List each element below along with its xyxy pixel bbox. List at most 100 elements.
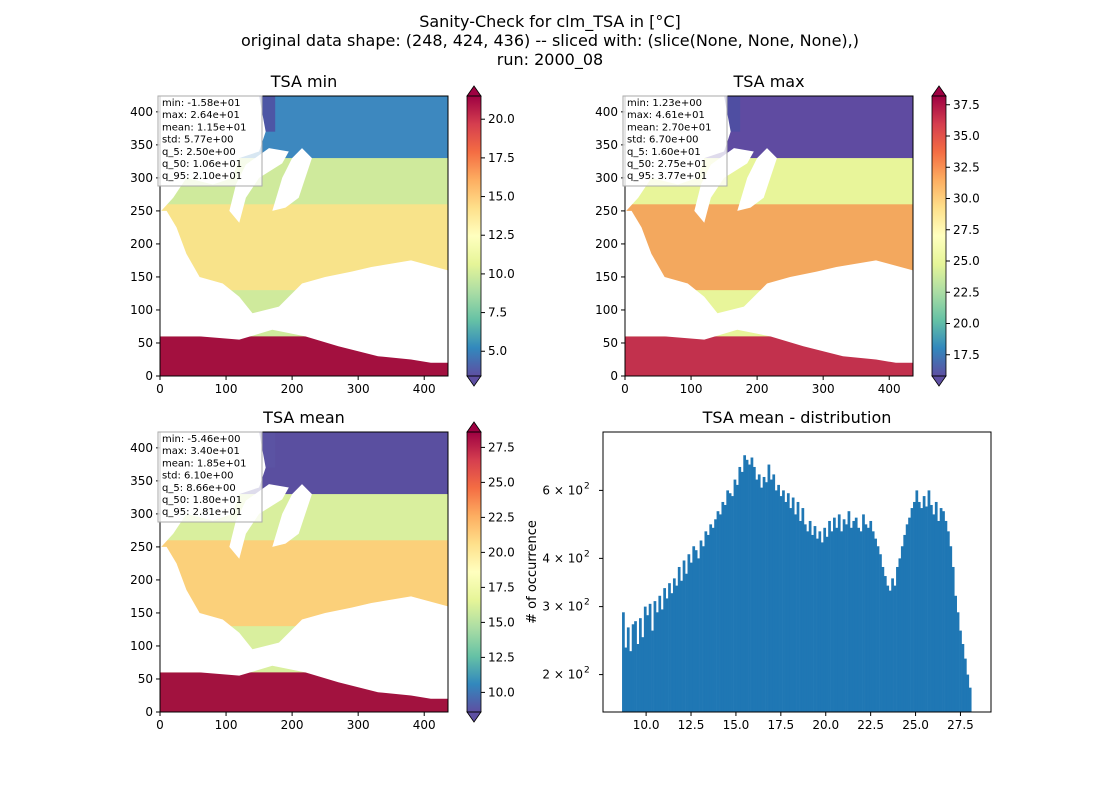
histogram-bar: [840, 531, 844, 712]
sea-mask: [625, 210, 913, 363]
y-tick-label: 50: [138, 336, 153, 350]
colorbar-tick-label: 12.5: [488, 650, 515, 664]
stats-line: min: -1.58e+01: [162, 98, 241, 109]
colorbar-tick-label: 10.0: [488, 685, 515, 699]
histogram-bar: [859, 531, 863, 712]
histogram-bar: [743, 455, 747, 712]
sea-mask: [694, 148, 754, 223]
y-tick-label: 50: [138, 672, 153, 686]
histogram-bar: [789, 508, 793, 712]
colorbar-frame: [466, 95, 482, 377]
y-tick-label: 150: [595, 270, 618, 284]
histogram-bar: [670, 593, 674, 712]
x-tick-label: 17.5: [767, 718, 794, 732]
histogram-bar: [966, 674, 970, 712]
histogram-bar: [665, 598, 669, 712]
histogram-frame: [602, 431, 992, 713]
colorbar-tick-label: 12.5: [488, 228, 515, 242]
histogram-bar: [796, 501, 800, 712]
histogram-bar: [733, 479, 737, 712]
colorbar-frame: [931, 95, 947, 377]
x-tick-label: 22.5: [857, 718, 884, 732]
y-tick-label: 350: [595, 138, 618, 152]
y-tick-label: 400: [130, 105, 153, 119]
colorbar-tick-label: 25.0: [488, 475, 515, 489]
histogram-bar: [869, 520, 873, 712]
y-tick-label: 0: [610, 369, 618, 383]
histogram-bar: [639, 618, 642, 712]
colorbar-gradient: [932, 96, 946, 376]
histogram-bar: [689, 562, 693, 712]
stats-line: min: -5.46e+00: [162, 434, 241, 445]
sea-mask: [160, 210, 448, 363]
stats-line: max: 3.40e+01: [162, 446, 240, 457]
histogram-bar: [881, 566, 885, 712]
histogram-bar: [866, 527, 870, 712]
colorbar-tick-label: 15.0: [488, 615, 515, 629]
histogram-bar: [786, 493, 790, 712]
plot-frame: [159, 95, 449, 377]
y-tick-label: 4 × 10: [542, 551, 583, 565]
histogram-bar: [774, 490, 778, 712]
colorbar-extend-top: [931, 85, 947, 97]
x-tick-label: 100: [215, 718, 238, 732]
colorbar-tick-label: 37.5: [953, 98, 980, 112]
colorbar-extend-top: [466, 85, 482, 97]
stats-line: q_5: 8.66e+00: [162, 483, 236, 494]
histogram-bar: [709, 524, 713, 712]
histogram-bar: [745, 459, 749, 712]
histogram-bar: [954, 595, 957, 712]
stats-line: std: 6.10e+00: [162, 471, 234, 482]
heatmap-panel-1: 0 100 200 300 400 0 50 100 150 200 250 300 350 400 min…: [130, 85, 515, 396]
histogram-bar: [959, 630, 962, 712]
stats-box-frame: [157, 95, 263, 187]
sea-mask: [272, 484, 312, 547]
colorbar-tick-label: 22.5: [953, 285, 980, 299]
x-tick-label: 100: [215, 382, 238, 396]
stats-line: mean: 1.15e+01: [162, 122, 246, 133]
x-tick-label: 12.5: [678, 718, 705, 732]
colorbar-tick-label: 17.5: [488, 580, 515, 594]
colorbar-tick-label: 20.0: [953, 317, 980, 331]
heatmap-field: [160, 96, 448, 376]
y-tick-label: 250: [130, 540, 153, 554]
histogram-bar: [772, 474, 776, 712]
histogram-bar: [626, 627, 630, 712]
y-tick-label: 3 × 10: [542, 600, 583, 614]
stats-line: mean: 1.85e+01: [162, 458, 246, 469]
histogram-bar: [937, 520, 941, 712]
stats-line: max: 2.64e+01: [162, 110, 240, 121]
stats-line: q_50: 1.06e+01: [162, 159, 242, 170]
x-tick-label: 400: [413, 718, 436, 732]
histogram-bar: [782, 490, 785, 712]
histogram-bar: [908, 517, 911, 712]
y-tick-label: 150: [130, 606, 153, 620]
histogram-bar: [808, 520, 812, 712]
x-tick-label: 0: [156, 382, 164, 396]
histogram-bar: [728, 493, 732, 712]
histogram-bar: [721, 501, 725, 712]
histogram-bar: [811, 534, 814, 712]
y-tick-label: 300: [130, 507, 153, 521]
x-tick-label: 10.0: [633, 718, 660, 732]
histogram-bar: [915, 490, 919, 712]
sea-mask: [229, 484, 289, 559]
histogram-ylabel: # of occurrence: [525, 520, 540, 624]
x-tick-label: 300: [347, 718, 370, 732]
histogram-bar: [944, 520, 948, 712]
x-tick-label: 25.0: [902, 718, 929, 732]
histogram-bar: [871, 531, 875, 712]
histogram-bar: [803, 524, 807, 712]
histogram-bar: [942, 511, 945, 712]
histogram-bar: [692, 546, 696, 712]
histogram-bar: [893, 585, 897, 712]
histogram-bar: [874, 538, 877, 712]
histogram-bar: [946, 531, 950, 712]
histogram-bar: [849, 527, 853, 712]
histogram-bar: [898, 558, 902, 712]
y-tick-label: 200: [130, 237, 153, 251]
tsa-min-title: TSA min: [270, 72, 338, 91]
histogram-bar: [949, 546, 953, 712]
y-tick-label: 400: [595, 105, 618, 119]
